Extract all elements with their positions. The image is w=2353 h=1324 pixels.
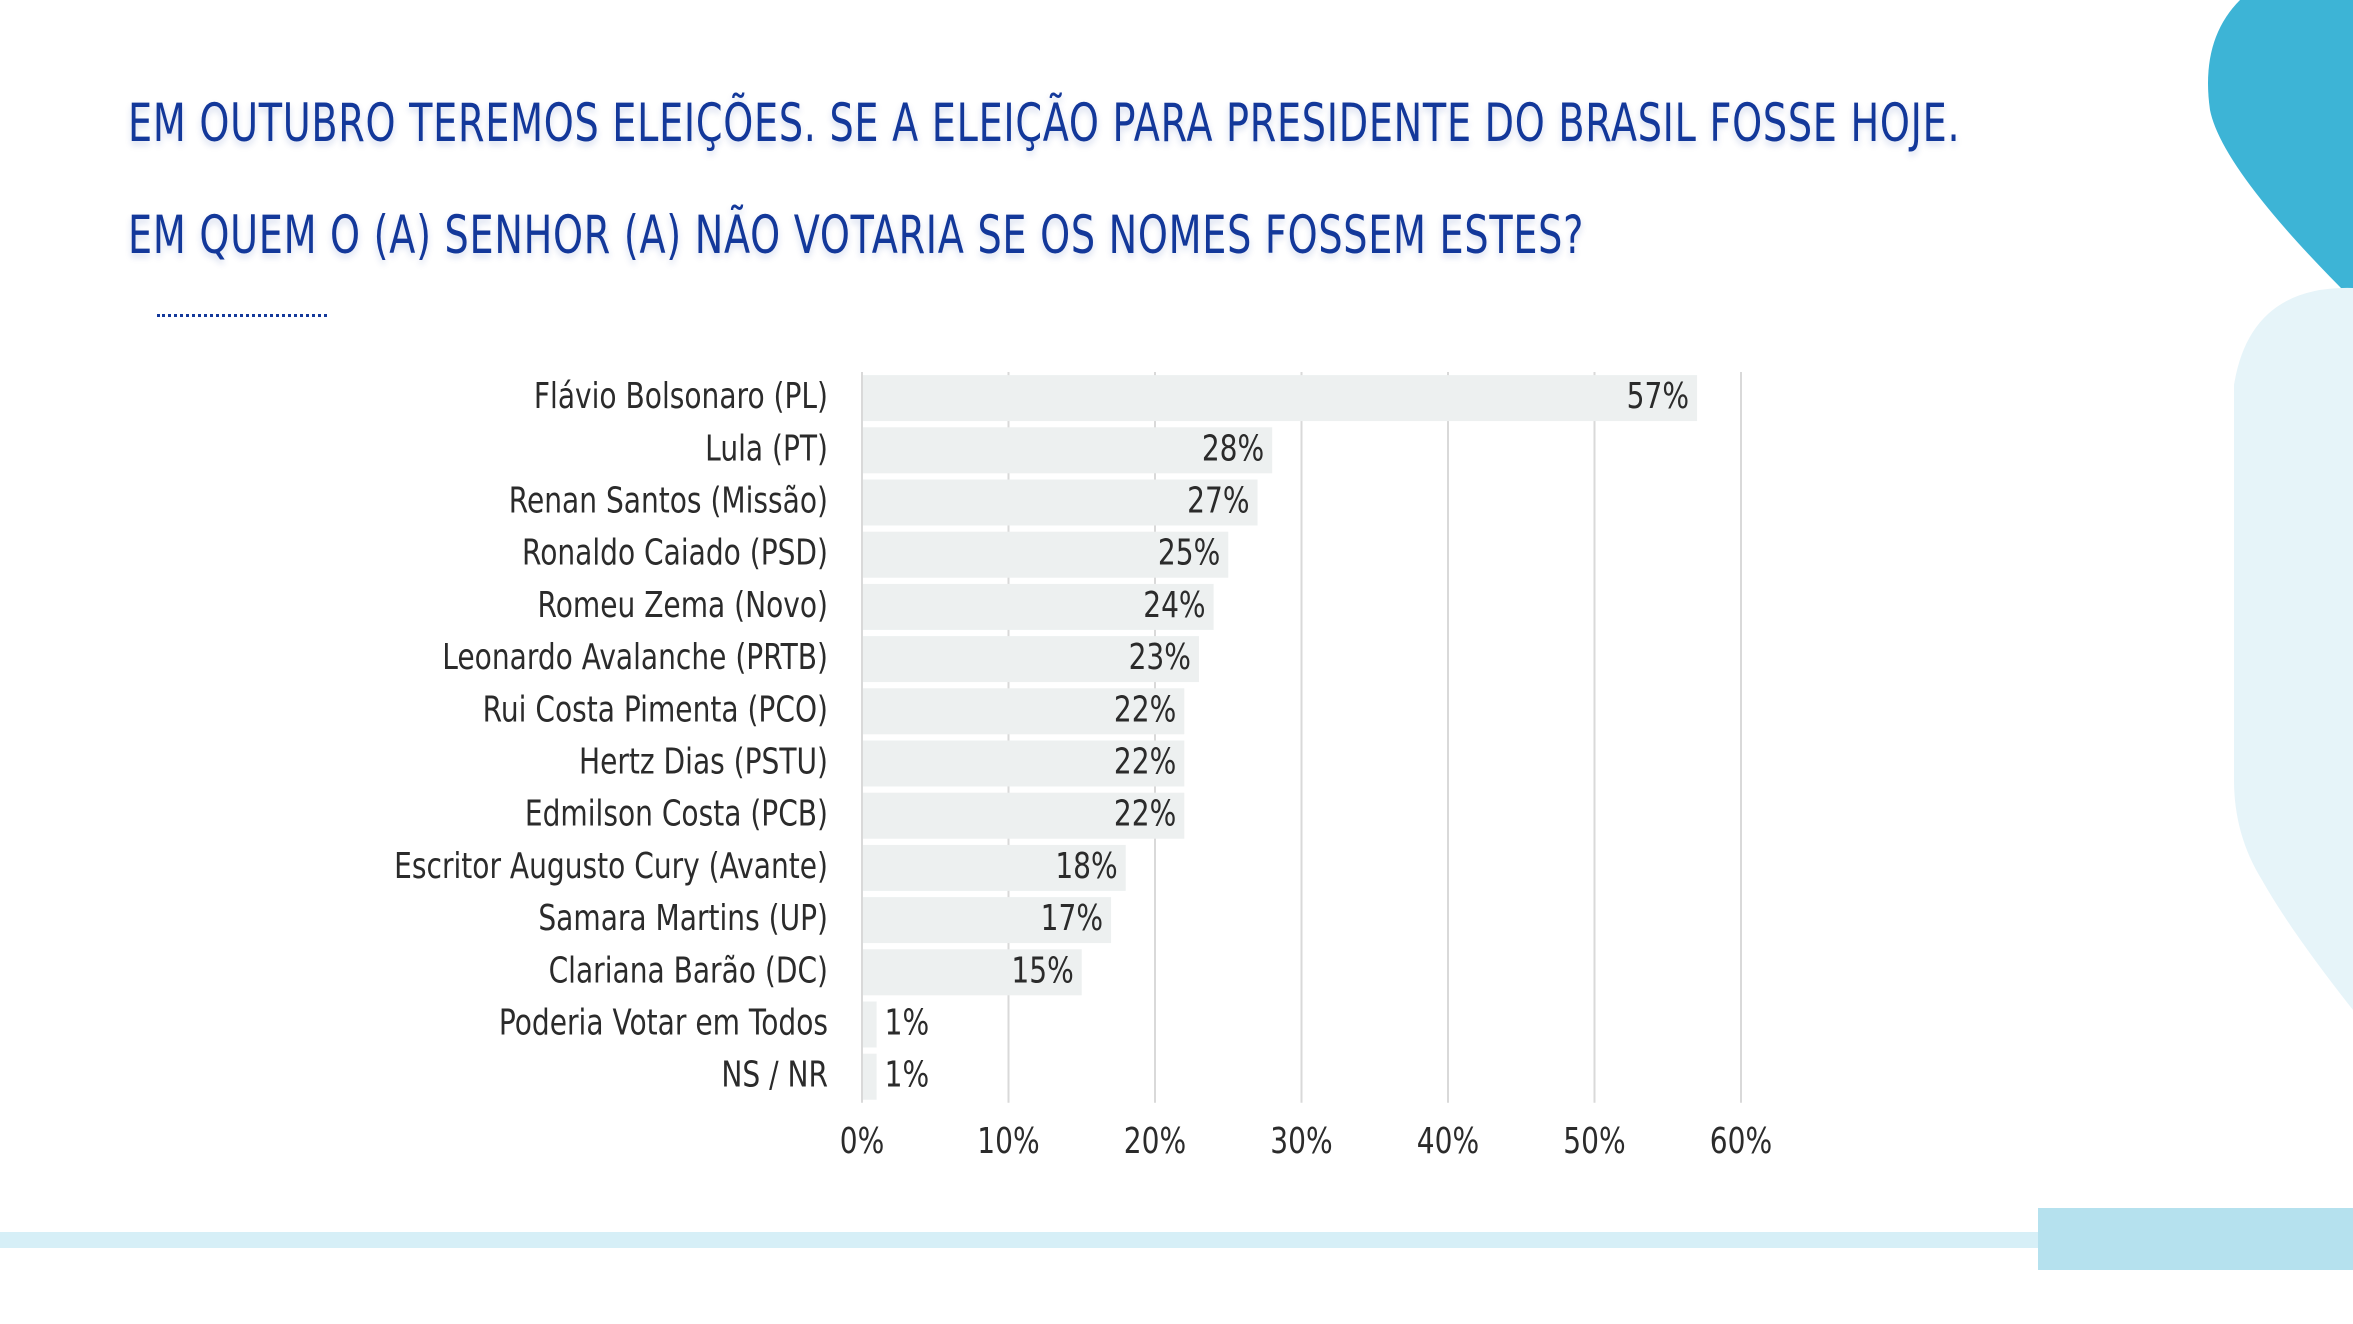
bar	[862, 949, 1082, 996]
category-label: Leonardo Avalanche (PRTB)	[442, 636, 828, 678]
bar	[862, 740, 1185, 787]
right-light-blue-shape	[2234, 287, 2353, 1011]
x-tick-label: 60%	[1710, 1120, 1772, 1162]
category-label: Samara Martins (UP)	[538, 897, 828, 939]
x-tick-label: 30%	[1270, 1120, 1332, 1162]
category-label: Lula (PT)	[705, 427, 828, 469]
category-label: Escritor Augusto Cury (Avante)	[394, 844, 828, 886]
category-label: Edmilson Costa (PCB)	[525, 792, 828, 834]
value-label: 24%	[1143, 583, 1205, 625]
bar	[862, 375, 1698, 422]
category-label: Renan Santos (Missão)	[509, 479, 828, 521]
x-tick-label: 40%	[1417, 1120, 1479, 1162]
value-label: 28%	[1202, 427, 1264, 469]
top-right-blue-shape	[2208, 0, 2353, 300]
bar	[862, 844, 1126, 891]
value-label: 22%	[1114, 792, 1176, 834]
bar	[862, 583, 1214, 630]
value-label: 57%	[1627, 375, 1689, 417]
category-label: Rui Costa Pimenta (PCO)	[483, 688, 828, 730]
bar	[862, 1001, 877, 1048]
bottom-right-block	[2038, 1208, 2353, 1270]
bottom-band	[0, 1232, 2234, 1248]
bar	[862, 897, 1112, 944]
x-tick-label: 50%	[1563, 1120, 1625, 1162]
bar	[862, 792, 1185, 839]
value-label: 1%	[885, 1053, 930, 1095]
value-label: 22%	[1114, 688, 1176, 730]
dotted-divider	[157, 314, 327, 317]
category-label: Poderia Votar em Todos	[499, 1001, 828, 1043]
title-line-2: EM QUEM O (A) SENHOR (A) NÃO VOTARIA SE …	[128, 205, 1585, 266]
x-tick-label: 10%	[977, 1120, 1039, 1162]
category-label: Hertz Dias (PSTU)	[579, 740, 828, 782]
category-label: Flávio Bolsonaro (PL)	[534, 375, 828, 417]
x-tick-label: 20%	[1124, 1120, 1186, 1162]
value-label: 18%	[1055, 844, 1117, 886]
bar	[862, 531, 1229, 578]
bar	[862, 479, 1258, 526]
value-label: 22%	[1114, 740, 1176, 782]
category-label: Romeu Zema (Novo)	[537, 583, 828, 625]
value-label: 17%	[1041, 897, 1103, 939]
value-label: 23%	[1129, 636, 1191, 678]
value-label: 15%	[1011, 949, 1073, 991]
bar	[862, 636, 1199, 683]
value-label: 27%	[1187, 479, 1249, 521]
category-label: NS / NR	[721, 1053, 828, 1095]
bar	[862, 1053, 877, 1100]
bar	[862, 427, 1273, 474]
category-label: Clariana Barão (DC)	[549, 949, 828, 991]
value-label: 25%	[1158, 531, 1220, 573]
bar	[862, 688, 1185, 735]
x-tick-label: 0%	[840, 1120, 885, 1162]
category-label: Ronaldo Caiado (PSD)	[522, 531, 828, 573]
value-label: 1%	[885, 1001, 930, 1043]
